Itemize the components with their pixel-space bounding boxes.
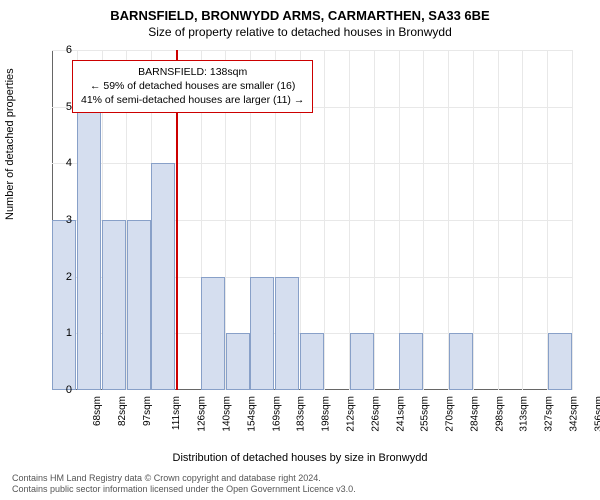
ytick-label: 3 [52, 214, 72, 226]
footer: Contains HM Land Registry data © Crown c… [12, 473, 356, 496]
xtick-label: 284sqm [469, 396, 480, 432]
xtick-label: 241sqm [395, 396, 406, 432]
xtick-label: 68sqm [92, 396, 103, 426]
footer-line-2: Contains public sector information licen… [12, 484, 356, 496]
xtick-label: 298sqm [494, 396, 505, 432]
xtick-label: 198sqm [321, 396, 332, 432]
y-axis-label: Number of detached properties [4, 68, 16, 220]
xtick-label: 356sqm [593, 396, 600, 432]
ytick-label: 2 [52, 271, 72, 283]
xtick-label: 82sqm [117, 396, 128, 426]
bar [449, 333, 473, 390]
bar [250, 277, 274, 390]
xtick-label: 169sqm [271, 396, 282, 432]
xtick-label: 255sqm [420, 396, 431, 432]
xtick-label: 342sqm [568, 396, 579, 432]
bar [201, 277, 225, 390]
gridline-v [473, 50, 474, 390]
xtick-label: 212sqm [346, 396, 357, 432]
footer-line-1: Contains HM Land Registry data © Crown c… [12, 473, 356, 485]
bar [77, 107, 101, 390]
gridline-v [324, 50, 325, 390]
bar [275, 277, 299, 390]
xtick-label: 327sqm [544, 396, 555, 432]
bar [151, 163, 175, 390]
gridline-v [423, 50, 424, 390]
ytick-label: 0 [52, 384, 72, 396]
gridline-v [498, 50, 499, 390]
bar [52, 220, 76, 390]
gridline-h [52, 50, 572, 51]
ytick-label: 1 [52, 327, 72, 339]
xtick-label: 226sqm [370, 396, 381, 432]
x-axis-label: Distribution of detached houses by size … [0, 452, 600, 464]
gridline-v [572, 50, 573, 390]
bar [102, 220, 126, 390]
gridline-h [52, 163, 572, 164]
ytick-label: 4 [52, 157, 72, 169]
chart-title-sub: Size of property relative to detached ho… [0, 23, 600, 39]
chart-container: BARNSFIELD, BRONWYDD ARMS, CARMARTHEN, S… [0, 0, 600, 500]
chart-title-main: BARNSFIELD, BRONWYDD ARMS, CARMARTHEN, S… [0, 0, 600, 23]
ytick-label: 5 [52, 101, 72, 113]
xtick-label: 97sqm [142, 396, 153, 426]
xtick-label: 313sqm [519, 396, 530, 432]
plot-area: BARNSFIELD: 138sqm ← 59% of detached hou… [52, 50, 572, 390]
bar [350, 333, 374, 390]
xtick-label: 126sqm [197, 396, 208, 432]
bar [226, 333, 250, 390]
xtick-label: 154sqm [247, 396, 258, 432]
gridline-v [374, 50, 375, 390]
xtick-label: 270sqm [445, 396, 456, 432]
gridline-v [522, 50, 523, 390]
ytick-label: 6 [52, 44, 72, 56]
info-line-3: 41% of semi-detached houses are larger (… [81, 93, 304, 107]
info-line-1: BARNSFIELD: 138sqm [81, 65, 304, 79]
bar [127, 220, 151, 390]
bar [548, 333, 572, 390]
info-box: BARNSFIELD: 138sqm ← 59% of detached hou… [72, 60, 313, 113]
bar [399, 333, 423, 390]
bar [300, 333, 324, 390]
info-line-2: ← 59% of detached houses are smaller (16… [81, 79, 304, 93]
xtick-label: 183sqm [296, 396, 307, 432]
xtick-label: 140sqm [222, 396, 233, 432]
xtick-label: 111sqm [171, 396, 182, 430]
